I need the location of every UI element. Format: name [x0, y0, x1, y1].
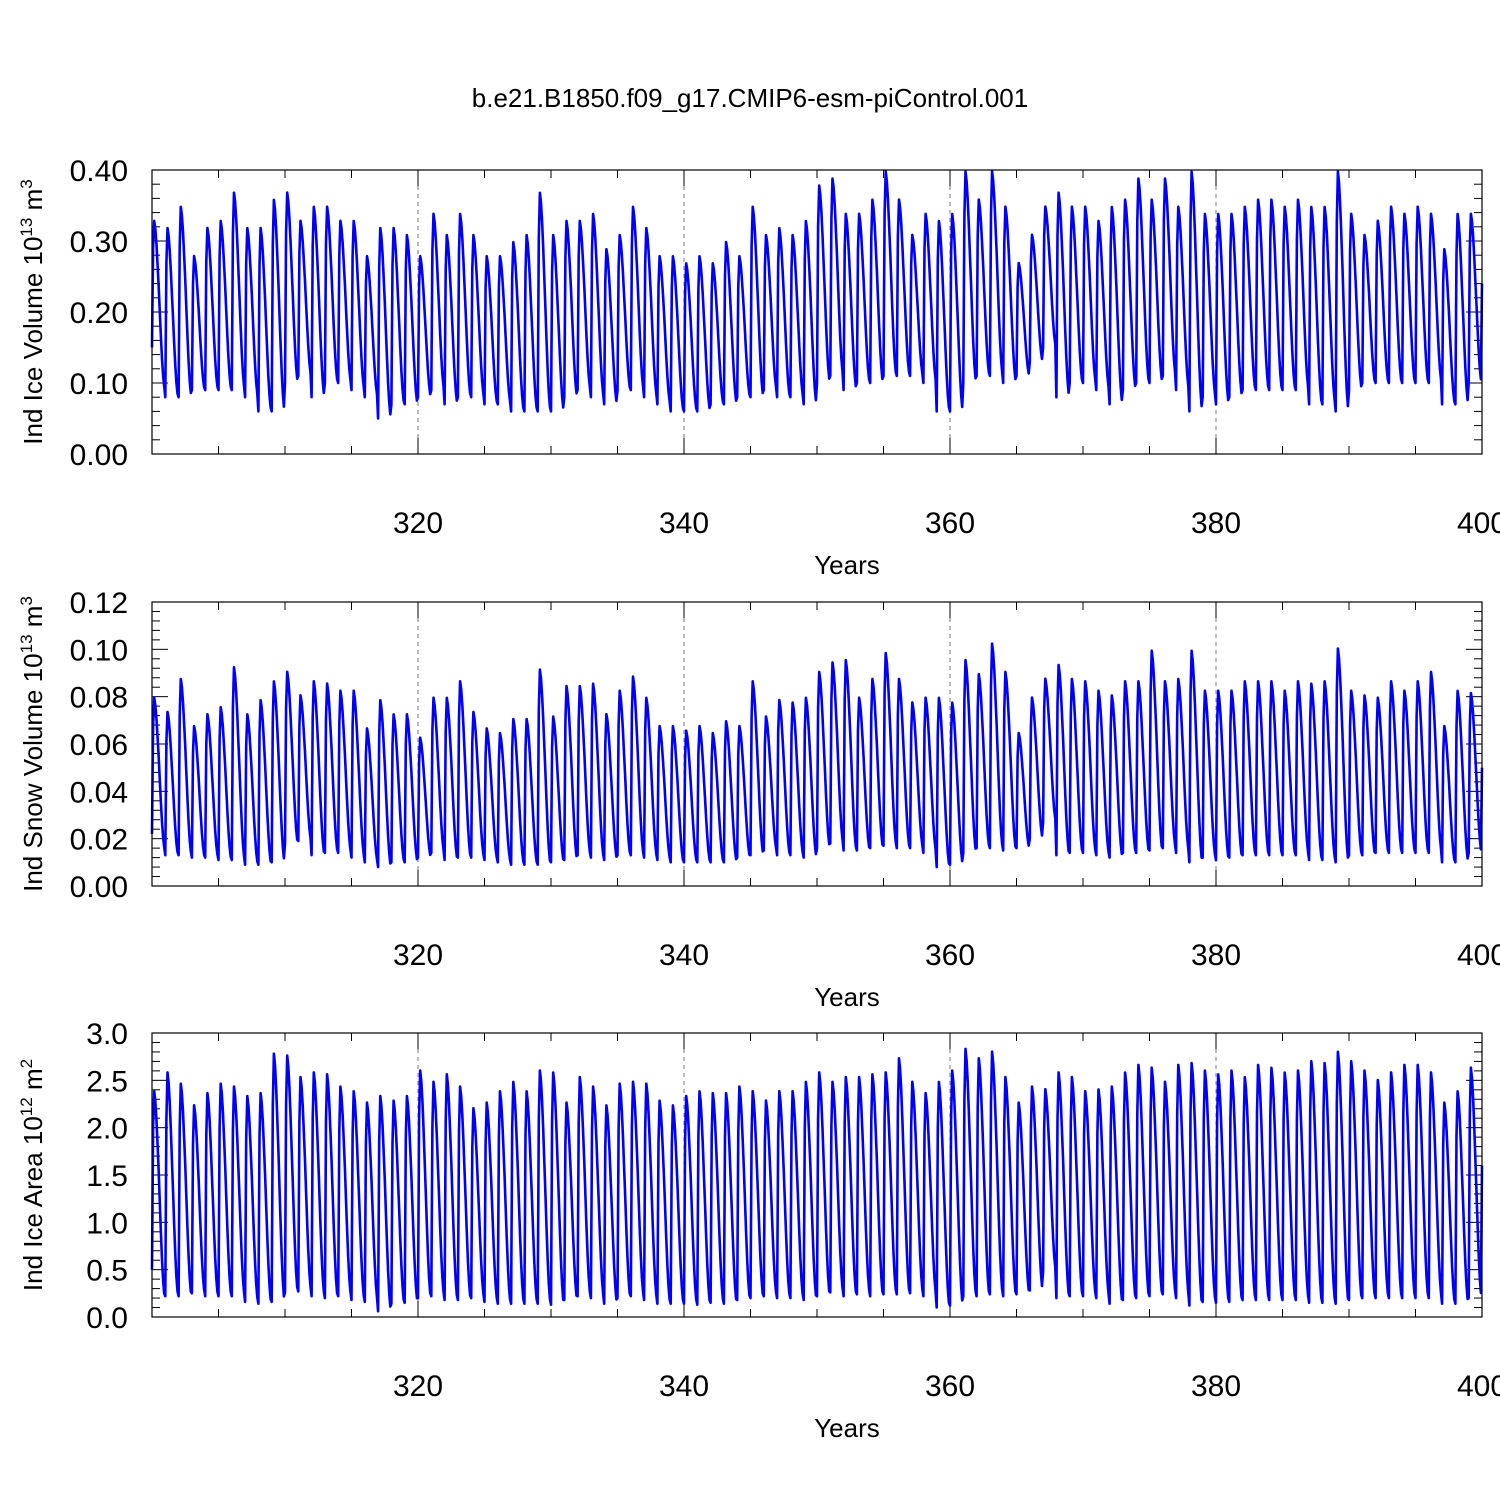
- y-tick-label: 0.40: [70, 155, 128, 188]
- x-tick-label: 380: [1191, 1370, 1241, 1403]
- plot-frame: [151, 601, 1483, 887]
- x-axis-title: Years: [814, 550, 880, 580]
- x-tick-label: 400: [1457, 507, 1500, 540]
- x-axis-title: Years: [814, 1413, 880, 1443]
- y-tick-label: 0.02: [70, 824, 128, 857]
- y-tick-label: 0.0: [86, 1302, 128, 1335]
- y-tick-label: 0.08: [70, 682, 128, 715]
- y-tick-label: 1.0: [86, 1207, 128, 1240]
- x-tick-label: 320: [393, 507, 443, 540]
- y-tick-label: 0.5: [86, 1255, 128, 1288]
- y-axis-title: Ind Snow Volume 1013 m3: [17, 596, 48, 892]
- x-tick-label: 340: [659, 1370, 709, 1403]
- y-tick-label: 1.5: [86, 1160, 128, 1193]
- x-tick-label: 340: [659, 507, 709, 540]
- x-tick-label: 360: [925, 507, 975, 540]
- y-tick-label: 0.10: [70, 368, 128, 401]
- x-tick-label: 380: [1191, 939, 1241, 972]
- x-tick-label: 380: [1191, 507, 1241, 540]
- x-tick-label: 360: [925, 939, 975, 972]
- y-tick-label: 2.5: [86, 1065, 128, 1098]
- x-tick-label: 320: [393, 1370, 443, 1403]
- x-tick-label: 360: [925, 1370, 975, 1403]
- y-tick-label: 0.04: [70, 776, 128, 809]
- x-tick-label: 400: [1457, 939, 1500, 972]
- plot-frame: [151, 1032, 1483, 1318]
- series-line-1: [150, 170, 1484, 420]
- panel-1: 0.00 0.10 0.20 0.30 0.40 320 340 360 380 400 Years…: [17, 155, 1500, 580]
- y-tick-label: 0.12: [70, 587, 128, 620]
- chart-panels: 0.00 0.10 0.20 0.30 0.40 320 340 360 380 400 Years…: [17, 155, 1500, 1443]
- y-tick-label: 0.00: [70, 439, 128, 472]
- series-line-1: [150, 642, 1484, 869]
- y-axis-title: Ind Ice Area 1012 m2: [17, 1059, 48, 1291]
- y-tick-label: 0.06: [70, 729, 128, 762]
- figure-title: b.e21.B1850.f09_g17.CMIP6-esm-piControl.…: [472, 83, 1028, 113]
- y-tick-label: 0.00: [70, 871, 128, 904]
- series-line-1: [150, 1047, 1484, 1313]
- x-tick-label: 320: [393, 939, 443, 972]
- y-axis-title: Ind Ice Volume 1013 m3: [17, 179, 48, 444]
- x-tick-label: 340: [659, 939, 709, 972]
- x-tick-label: 400: [1457, 1370, 1500, 1403]
- plot-frame: [151, 169, 1483, 455]
- x-axis-title: Years: [814, 982, 880, 1012]
- y-tick-label: 0.20: [70, 297, 128, 330]
- panel-2: 0.00 0.02 0.04 0.06 0.08 0.10 0.12 320 340 360 380…: [17, 587, 1500, 1012]
- panel-3: 0.0 0.5 1.0 1.5 2.0 2.5 3.0 320 340 360 380 400 Year…: [17, 1018, 1500, 1443]
- y-tick-label: 0.30: [70, 226, 128, 259]
- y-tick-label: 2.0: [86, 1113, 128, 1146]
- y-tick-label: 0.10: [70, 634, 128, 667]
- y-tick-label: 3.0: [86, 1018, 128, 1051]
